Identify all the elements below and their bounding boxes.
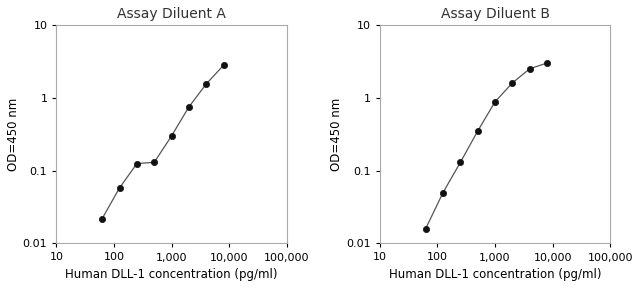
Y-axis label: OD=450 nm: OD=450 nm [330, 98, 344, 171]
X-axis label: Human DLL-1 concentration (pg/ml): Human DLL-1 concentration (pg/ml) [65, 268, 278, 281]
Title: Assay Diluent A: Assay Diluent A [117, 7, 226, 21]
X-axis label: Human DLL-1 concentration (pg/ml): Human DLL-1 concentration (pg/ml) [389, 268, 602, 281]
Y-axis label: OD=450 nm: OD=450 nm [7, 98, 20, 171]
Title: Assay Diluent B: Assay Diluent B [440, 7, 550, 21]
